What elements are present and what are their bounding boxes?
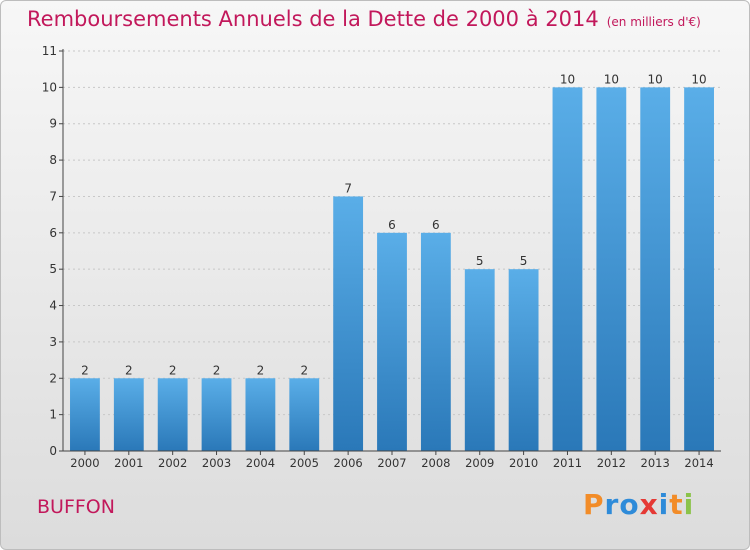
bar bbox=[640, 87, 671, 451]
data-label: 10 bbox=[560, 72, 575, 86]
commune-name: BUFFON bbox=[37, 496, 115, 518]
chart-title: Remboursements Annuels de la Dette de 20… bbox=[27, 7, 701, 31]
logo-letter: r bbox=[604, 488, 620, 521]
logo-letter: t bbox=[669, 488, 684, 521]
title-text: Remboursements Annuels de la Dette de 20… bbox=[27, 7, 599, 31]
x-tick-label: 2004 bbox=[246, 456, 275, 470]
y-tick-label: 8 bbox=[49, 153, 57, 167]
data-label: 10 bbox=[604, 72, 619, 86]
bar bbox=[552, 87, 583, 451]
x-tick-label: 2010 bbox=[509, 456, 538, 470]
subtitle-text: (en milliers d'€) bbox=[606, 15, 701, 29]
y-tick-label: 2 bbox=[49, 371, 57, 385]
data-label: 6 bbox=[388, 218, 396, 232]
x-tick-label: 2002 bbox=[158, 456, 187, 470]
bar bbox=[289, 378, 320, 451]
x-tick-label: 2012 bbox=[597, 456, 626, 470]
x-tick-label: 2000 bbox=[70, 456, 99, 470]
y-tick-label: 11 bbox=[42, 44, 57, 58]
bar bbox=[377, 232, 407, 451]
data-label: 2 bbox=[257, 363, 265, 377]
bar bbox=[70, 378, 100, 451]
data-label: 6 bbox=[432, 218, 440, 232]
x-tick-label: 2006 bbox=[333, 456, 362, 470]
data-label: 5 bbox=[476, 254, 484, 268]
logo-letter: i bbox=[658, 488, 670, 521]
bar bbox=[420, 232, 451, 451]
y-tick-label: 5 bbox=[49, 262, 57, 276]
y-tick-label: 10 bbox=[42, 80, 57, 94]
bar bbox=[464, 269, 495, 451]
bars: 2 2 2 2 2 2 7 6 6 5 5 10 10 10 10 bbox=[70, 72, 714, 451]
x-tick-label: 2008 bbox=[421, 456, 450, 470]
y-tick-label: 0 bbox=[49, 444, 57, 458]
bar bbox=[684, 87, 714, 451]
data-label: 10 bbox=[648, 72, 663, 86]
x-tick-label: 2005 bbox=[290, 456, 319, 470]
y-tick-label: 6 bbox=[49, 226, 57, 240]
logo-letter: P bbox=[583, 488, 605, 521]
axes: 0 1 2 3 4 5 6 7 8 9 10 11 2000 2001 2002 2003 2004 2005 20… bbox=[42, 44, 721, 470]
bar bbox=[245, 378, 276, 451]
data-label: 10 bbox=[691, 72, 706, 86]
bar bbox=[113, 378, 144, 451]
logo-letter: x bbox=[639, 488, 659, 521]
proxiti-logo[interactable]: Proxiti bbox=[583, 488, 694, 521]
y-tick-label: 3 bbox=[49, 335, 57, 349]
y-tick-label: 9 bbox=[49, 117, 57, 131]
x-tick-label: 2014 bbox=[684, 456, 713, 470]
y-tick-label: 4 bbox=[49, 299, 57, 313]
data-label: 2 bbox=[81, 363, 89, 377]
bar bbox=[508, 269, 539, 451]
y-tick-label: 7 bbox=[49, 189, 57, 203]
data-label: 7 bbox=[344, 181, 352, 195]
bar bbox=[201, 378, 232, 451]
data-label: 2 bbox=[213, 363, 221, 377]
data-label: 2 bbox=[125, 363, 133, 377]
x-tick-label: 2007 bbox=[377, 456, 406, 470]
x-tick-label: 2009 bbox=[465, 456, 494, 470]
data-label: 2 bbox=[300, 363, 308, 377]
bar bbox=[333, 196, 364, 451]
bar bbox=[157, 378, 188, 451]
x-tick-label: 2003 bbox=[202, 456, 231, 470]
data-label: 2 bbox=[169, 363, 177, 377]
logo-letter: o bbox=[619, 488, 640, 521]
x-tick-label: 2001 bbox=[114, 456, 143, 470]
x-tick-label: 2013 bbox=[641, 456, 670, 470]
x-tick-label: 2011 bbox=[553, 456, 582, 470]
bar bbox=[596, 87, 627, 451]
y-tick-label: 1 bbox=[49, 408, 57, 422]
logo-letter: i bbox=[683, 488, 695, 521]
data-label: 5 bbox=[520, 254, 528, 268]
